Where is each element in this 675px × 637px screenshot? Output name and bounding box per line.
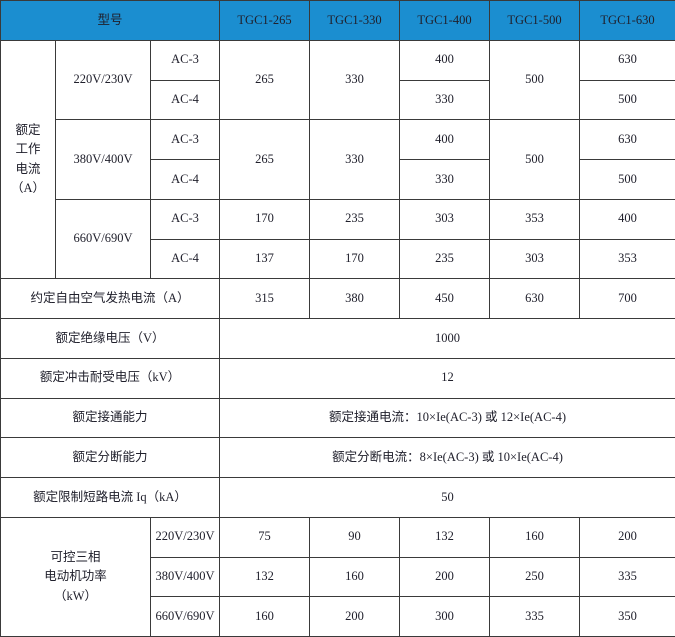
- voltage-label-220: 220V/230V: [55, 39, 151, 121]
- cell-current-400-220-ac3: 400: [399, 39, 491, 81]
- motor-power-label-line-2: （kW）: [53, 588, 98, 603]
- category-label-ac4: AC-4: [149, 79, 221, 121]
- cell-current-330-220: 330: [309, 39, 401, 121]
- cell-current-330-660-ac3: 235: [309, 198, 401, 240]
- table-row: 额定冲击耐受电压（kV） 12: [0, 357, 675, 399]
- motor-power-label-line-1: 电动机功率: [44, 569, 107, 584]
- category-label-ac4: AC-4: [149, 159, 221, 200]
- cell-current-265-660-ac4: 137: [219, 238, 311, 280]
- cell-current-400-660-ac4: 235: [399, 238, 491, 280]
- cell-current-630-380-ac3: 630: [579, 119, 675, 160]
- header-model-3: TGC1-500: [489, 0, 581, 41]
- rated-current-label-line-1: 工作: [15, 142, 41, 157]
- cell-thermal-330: 380: [309, 278, 401, 319]
- header-model-0: TGC1-265: [219, 0, 311, 41]
- cell-making-capacity: 额定接通电流：10×Ie(AC-3) 或 12×Ie(AC-4): [219, 397, 675, 439]
- cell-motor-630-660: 350: [579, 596, 675, 637]
- short-circuit-current-label: 额定限制短路电流 Iq（kA）: [0, 477, 221, 518]
- table-row: 660V/690V AC-3 170 235 303 353 400: [1, 198, 675, 280]
- cell-motor-400-380: 200: [399, 556, 491, 598]
- cell-motor-400-660: 300: [399, 596, 491, 637]
- cell-motor-265-220: 75: [219, 516, 311, 558]
- voltage-label-660: 660V/690V: [55, 198, 151, 280]
- cell-current-500-660-ac3: 353: [489, 198, 581, 240]
- cell-current-400-220-ac4: 330: [399, 79, 491, 121]
- table-row: 额定绝缘电压（V） 1000: [0, 318, 675, 359]
- header-model-label: 型号: [0, 0, 221, 41]
- table-row: AC-4 137 170 235 303 353: [1, 238, 675, 280]
- cell-motor-500-220: 160: [489, 516, 581, 558]
- cell-motor-265-380: 132: [219, 556, 311, 598]
- making-capacity-label: 额定接通能力: [0, 397, 221, 439]
- header-model-2: TGC1-400: [399, 0, 491, 41]
- rated-current-label: 额定 工作 电流 （A）: [0, 39, 56, 280]
- table-row: 约定自由空气发热电流（A） 315 380 450 630 700: [0, 278, 675, 319]
- cell-current-400-380-ac3: 400: [399, 119, 491, 160]
- table-row: 660V/690V 160 200 300 335 350: [1, 596, 675, 637]
- header-model-4: TGC1-630: [579, 0, 675, 41]
- table-row: 380V/400V 132 160 200 250 335: [1, 556, 675, 598]
- cell-motor-500-660: 335: [489, 596, 581, 637]
- motor-voltage-label-380: 380V/400V: [149, 556, 221, 598]
- cell-motor-630-380: 335: [579, 556, 675, 598]
- impulse-voltage-label: 额定冲击耐受电压（kV）: [0, 357, 221, 399]
- cell-current-500-220: 500: [489, 39, 581, 121]
- cell-current-265-380: 265: [219, 119, 311, 200]
- category-label-ac3: AC-3: [149, 198, 221, 240]
- cell-current-400-660-ac3: 303: [399, 198, 491, 240]
- cell-current-400-380-ac4: 330: [399, 159, 491, 200]
- motor-voltage-label-660: 660V/690V: [149, 596, 221, 637]
- rated-current-label-line-0: 额定: [15, 122, 41, 137]
- category-label-ac4: AC-4: [149, 238, 221, 280]
- cell-insulation-voltage: 1000: [219, 318, 675, 359]
- table-row: 额定 工作 电流 （A） 220V/230V AC-3 265 330 400 …: [0, 39, 675, 280]
- cell-current-630-380-ac4: 500: [579, 159, 675, 200]
- cell-current-330-380: 330: [309, 119, 401, 200]
- cell-current-265-660-ac3: 170: [219, 198, 311, 240]
- cell-motor-330-380: 160: [309, 556, 401, 598]
- table-row: AC-4 330 500: [1, 159, 675, 200]
- insulation-voltage-label: 额定绝缘电压（V）: [0, 318, 221, 359]
- header-model-1: TGC1-330: [309, 0, 401, 41]
- table-row: 额定限制短路电流 Iq（kA） 50: [0, 477, 675, 518]
- breaking-capacity-label: 额定分断能力: [0, 437, 221, 478]
- cell-current-630-660-ac4: 353: [579, 238, 675, 280]
- cell-current-630-220-ac3: 630: [579, 39, 675, 81]
- cell-motor-400-220: 132: [399, 516, 491, 558]
- cell-motor-500-380: 250: [489, 556, 581, 598]
- cell-current-630-220-ac4: 500: [579, 79, 675, 121]
- motor-power-label: 可控三相 电动机功率 （kW）: [0, 516, 151, 637]
- category-label-ac3: AC-3: [149, 39, 221, 81]
- cell-motor-265-660: 160: [219, 596, 311, 637]
- cell-thermal-630: 700: [579, 278, 675, 319]
- cell-current-500-660-ac4: 303: [489, 238, 581, 280]
- cell-motor-630-220: 200: [579, 516, 675, 558]
- cell-current-330-660-ac4: 170: [309, 238, 401, 280]
- table-header-row: 型号 TGC1-265 TGC1-330 TGC1-400 TGC1-500 T…: [0, 0, 675, 41]
- cell-breaking-capacity: 额定分断电流：8×Ie(AC-3) 或 10×Ie(AC-4): [219, 437, 675, 478]
- cell-motor-330-220: 90: [309, 516, 401, 558]
- thermal-current-label: 约定自由空气发热电流（A）: [0, 278, 221, 319]
- cell-thermal-400: 450: [399, 278, 491, 319]
- cell-motor-330-660: 200: [309, 596, 401, 637]
- motor-power-label-line-0: 可控三相: [50, 549, 101, 564]
- table-row: 380V/400V AC-3 265 330 400 500 630: [1, 119, 675, 200]
- table-row: 额定分断能力 额定分断电流：8×Ie(AC-3) 或 10×Ie(AC-4): [0, 437, 675, 478]
- cell-short-circuit-current: 50: [219, 477, 675, 518]
- cell-current-630-660-ac3: 400: [579, 198, 675, 240]
- category-label-ac3: AC-3: [149, 119, 221, 160]
- voltage-label-380: 380V/400V: [55, 119, 151, 200]
- cell-impulse-voltage: 12: [219, 357, 675, 399]
- cell-thermal-500: 630: [489, 278, 581, 319]
- cell-current-500-380: 500: [489, 119, 581, 200]
- cell-current-265-220: 265: [219, 39, 311, 121]
- table-row: 可控三相 电动机功率 （kW） 220V/230V 75 90 132 160 …: [0, 516, 675, 637]
- motor-voltage-label-220: 220V/230V: [149, 516, 221, 558]
- rated-current-label-line-3: （A）: [10, 180, 46, 195]
- table-row: 额定接通能力 额定接通电流：10×Ie(AC-3) 或 12×Ie(AC-4): [0, 397, 675, 439]
- rated-current-label-line-2: 电流: [15, 161, 41, 176]
- cell-thermal-265: 315: [219, 278, 311, 319]
